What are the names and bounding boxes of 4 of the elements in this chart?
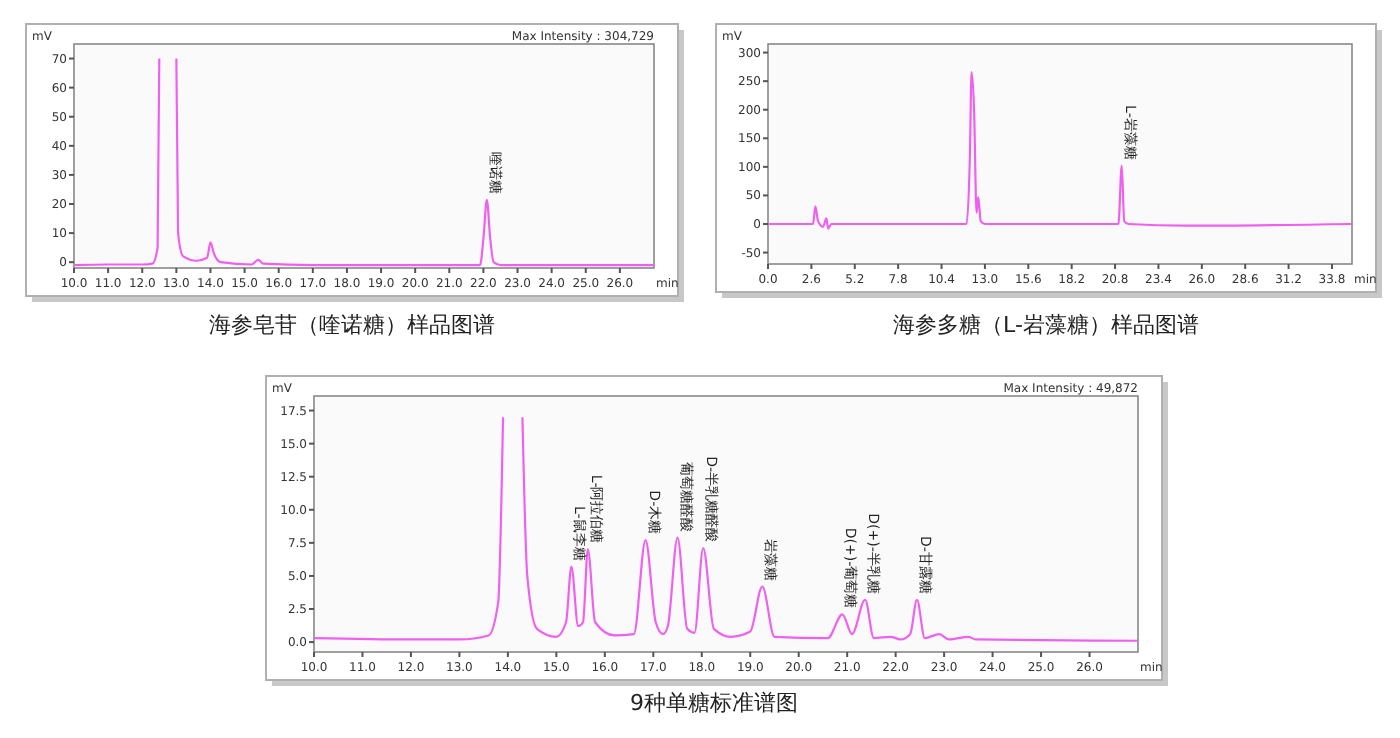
line-series — [766, 70, 1354, 230]
text: 海参多糖（L-岩藻糖）样品图谱 — [893, 312, 1199, 338]
text: 9种单糖标准谱图 — [630, 690, 798, 716]
text: 海参皂苷（喹诺糖）样品图谱 — [209, 312, 495, 338]
